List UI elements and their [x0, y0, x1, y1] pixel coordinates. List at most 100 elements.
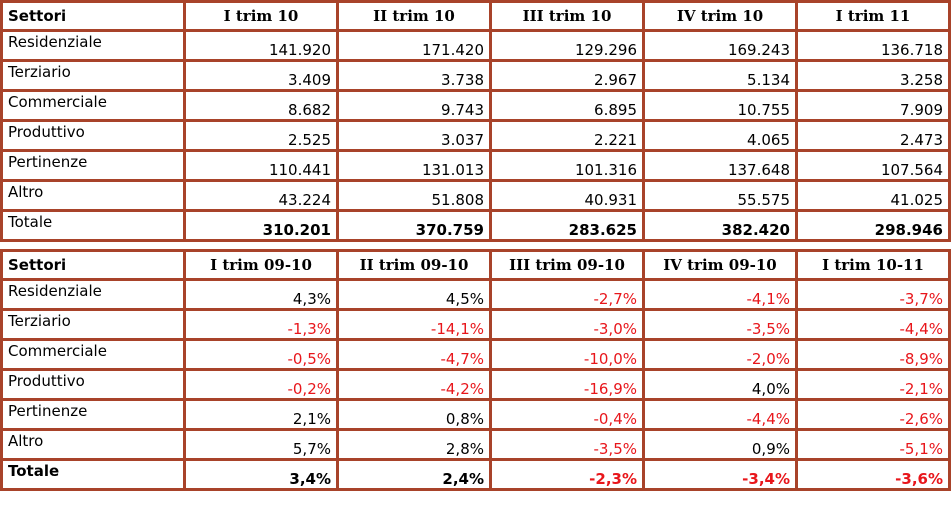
header-cell: I trim 11 — [795, 0, 951, 32]
value-cell: -2,0% — [642, 338, 798, 371]
header-cell: Settori — [0, 0, 186, 32]
header-cell: IV trim 09-10 — [642, 249, 798, 281]
value-cell: 131.013 — [336, 149, 492, 182]
value-cell: -10,0% — [489, 338, 645, 371]
value-cell: -14,1% — [336, 308, 492, 341]
data-table: Settori I trim 10 II trim 10 III trim 10 IV … — [0, 0, 951, 242]
row-label: Produttivo — [0, 119, 186, 152]
header-cell: II trim 10 — [336, 0, 492, 32]
value-cell: -3,7% — [795, 278, 951, 311]
header-cell: III trim 10 — [489, 0, 645, 32]
row-label: Pertinenze — [0, 149, 186, 182]
data-table: Settori I trim 09-10 II trim 09-10 III trim… — [0, 249, 951, 491]
value-cell: 310.201 — [183, 209, 339, 242]
value-cell: -4,4% — [795, 308, 951, 341]
data-row: Commerciale -0,5% -4,7% -10,0% -2,0% -8,9% — [0, 338, 951, 371]
value-cell: -3,0% — [489, 308, 645, 341]
header-row: Settori I trim 10 II trim 10 III trim 10 IV … — [0, 0, 951, 32]
value-cell: 2,4% — [336, 458, 492, 491]
row-label: Terziario — [0, 59, 186, 92]
header-cell: I trim 10-11 — [795, 249, 951, 281]
value-cell: -2,3% — [489, 458, 645, 491]
value-cell: 137.648 — [642, 149, 798, 182]
value-cell: 5.134 — [642, 59, 798, 92]
row-label: Totale — [0, 458, 186, 491]
header-cell: Settori — [0, 249, 186, 281]
value-cell: -3,6% — [795, 458, 951, 491]
value-cell: -3,4% — [642, 458, 798, 491]
value-cell: -3,5% — [489, 428, 645, 461]
value-cell: -4,4% — [642, 398, 798, 431]
value-cell: 370.759 — [336, 209, 492, 242]
header-cell: I trim 09-10 — [183, 249, 339, 281]
value-cell: 0,8% — [336, 398, 492, 431]
value-cell: 5,7% — [183, 428, 339, 461]
value-cell: -2,1% — [795, 368, 951, 401]
value-cell: 2.473 — [795, 119, 951, 152]
row-label: Terziario — [0, 308, 186, 341]
value-cell: 51.808 — [336, 179, 492, 212]
value-cell: -4,2% — [336, 368, 492, 401]
value-cell: 3.258 — [795, 59, 951, 92]
row-label: Altro — [0, 428, 186, 461]
value-cell: -2,6% — [795, 398, 951, 431]
value-cell: 10.755 — [642, 89, 798, 122]
data-row: Altro 43.224 51.808 40.931 55.575 41.025 — [0, 179, 951, 212]
value-cell: 4,0% — [642, 368, 798, 401]
value-cell: -3,5% — [642, 308, 798, 341]
value-cell: -1,3% — [183, 308, 339, 341]
row-label: Produttivo — [0, 368, 186, 401]
value-cell: 7.909 — [795, 89, 951, 122]
value-cell: 2.967 — [489, 59, 645, 92]
header-cell: II trim 09-10 — [336, 249, 492, 281]
value-cell: 0,9% — [642, 428, 798, 461]
value-cell: -0,2% — [183, 368, 339, 401]
value-cell: 136.718 — [795, 29, 951, 62]
header-cell: I trim 10 — [183, 0, 339, 32]
row-label: Commerciale — [0, 89, 186, 122]
header-cell: IV trim 10 — [642, 0, 798, 32]
value-cell: 101.316 — [489, 149, 645, 182]
value-cell: -2,7% — [489, 278, 645, 311]
value-cell: -5,1% — [795, 428, 951, 461]
value-cell: 4,3% — [183, 278, 339, 311]
value-cell: -8,9% — [795, 338, 951, 371]
value-cell: 2.221 — [489, 119, 645, 152]
value-cell: 40.931 — [489, 179, 645, 212]
value-cell: 3.409 — [183, 59, 339, 92]
total-row: Totale 3,4% 2,4% -2,3% -3,4% -3,6% — [0, 458, 951, 491]
data-row: Residenziale 141.920 171.420 129.296 169.243… — [0, 29, 951, 62]
value-cell: 41.025 — [795, 179, 951, 212]
tables: Settori I trim 10 II trim 10 III trim 10 IV … — [0, 0, 951, 491]
row-label: Altro — [0, 179, 186, 212]
total-row: Totale 310.201 370.759 283.625 382.420 298.94… — [0, 209, 951, 242]
data-row: Produttivo -0,2% -4,2% -16,9% 4,0% -2,1% — [0, 368, 951, 401]
value-cell: 107.564 — [795, 149, 951, 182]
data-row: Terziario -1,3% -14,1% -3,0% -3,5% -4,4% — [0, 308, 951, 341]
value-cell: 2,8% — [336, 428, 492, 461]
data-row: Pertinenze 110.441 131.013 101.316 137.648 10… — [0, 149, 951, 182]
value-cell: 6.895 — [489, 89, 645, 122]
value-cell: 3,4% — [183, 458, 339, 491]
value-cell: 298.946 — [795, 209, 951, 242]
value-cell: -4,7% — [336, 338, 492, 371]
value-cell: 8.682 — [183, 89, 339, 122]
value-cell: 43.224 — [183, 179, 339, 212]
data-row: Pertinenze 2,1% 0,8% -0,4% -4,4% -2,6% — [0, 398, 951, 431]
row-label: Totale — [0, 209, 186, 242]
data-row: Produttivo 2.525 3.037 2.221 4.065 2.473 — [0, 119, 951, 152]
value-cell: 4,5% — [336, 278, 492, 311]
data-row: Altro 5,7% 2,8% -3,5% 0,9% -5,1% — [0, 428, 951, 461]
value-cell: 9.743 — [336, 89, 492, 122]
header-cell: III trim 09-10 — [489, 249, 645, 281]
value-cell: 2.525 — [183, 119, 339, 152]
value-cell: 171.420 — [336, 29, 492, 62]
value-cell: -16,9% — [489, 368, 645, 401]
value-cell: 4.065 — [642, 119, 798, 152]
value-cell: 3.037 — [336, 119, 492, 152]
value-cell: 2,1% — [183, 398, 339, 431]
value-cell: -4,1% — [642, 278, 798, 311]
data-row: Commerciale 8.682 9.743 6.895 10.755 7.909 — [0, 89, 951, 122]
row-label: Residenziale — [0, 29, 186, 62]
